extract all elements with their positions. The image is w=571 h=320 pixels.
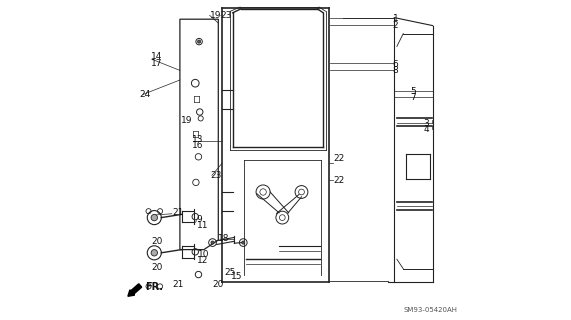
Text: 20: 20	[212, 280, 223, 289]
Text: 20: 20	[152, 263, 163, 272]
Text: 18: 18	[218, 234, 229, 243]
Text: 22: 22	[333, 154, 344, 163]
Text: 9: 9	[196, 215, 202, 224]
Text: 19: 19	[180, 116, 192, 124]
Text: 6: 6	[393, 60, 399, 68]
Text: 22: 22	[333, 176, 344, 185]
Text: 23: 23	[220, 11, 231, 20]
Text: FR.: FR.	[146, 282, 163, 292]
Text: 21: 21	[172, 208, 183, 217]
Text: 10: 10	[198, 250, 209, 259]
Circle shape	[198, 40, 200, 43]
Text: SM93-05420AH: SM93-05420AH	[403, 307, 457, 313]
Text: 19: 19	[210, 11, 221, 20]
Text: 1: 1	[393, 14, 399, 23]
Text: 5: 5	[411, 87, 416, 96]
Text: 13: 13	[192, 135, 203, 144]
Text: 23: 23	[210, 171, 222, 180]
Text: 20: 20	[152, 237, 163, 246]
Text: 8: 8	[393, 66, 399, 75]
Text: 15: 15	[231, 272, 242, 281]
Circle shape	[211, 241, 214, 244]
Text: 25: 25	[224, 268, 235, 277]
Text: 4: 4	[423, 125, 429, 134]
Text: 7: 7	[411, 93, 416, 102]
Circle shape	[151, 214, 158, 221]
Text: 12: 12	[196, 256, 208, 265]
Circle shape	[242, 241, 245, 244]
Text: 2: 2	[393, 21, 399, 30]
Text: 21: 21	[172, 280, 183, 289]
Circle shape	[151, 250, 158, 256]
FancyArrow shape	[128, 284, 142, 296]
Text: 3: 3	[423, 119, 429, 128]
Text: 14: 14	[151, 52, 163, 61]
Text: 11: 11	[196, 221, 208, 230]
Text: 16: 16	[192, 141, 203, 150]
Text: 17: 17	[151, 59, 163, 68]
Text: 24: 24	[139, 90, 150, 99]
